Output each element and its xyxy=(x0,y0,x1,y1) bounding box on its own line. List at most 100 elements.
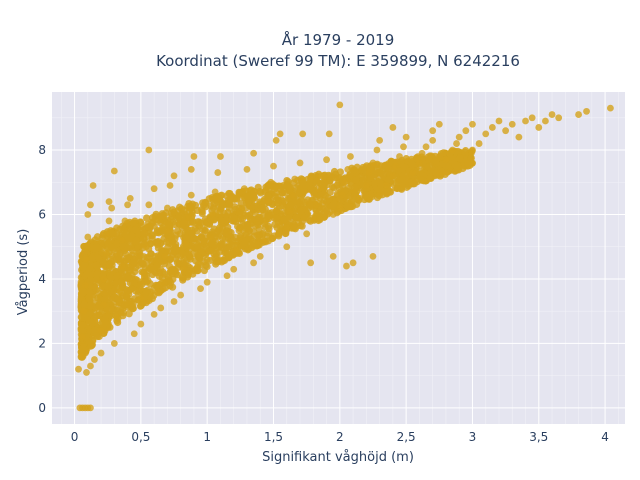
data-point xyxy=(150,311,158,318)
data-point xyxy=(75,365,82,373)
data-point xyxy=(87,201,94,209)
cloud-point xyxy=(94,294,102,302)
data-point xyxy=(349,259,357,267)
data-point xyxy=(124,201,132,209)
cloud-point xyxy=(316,216,324,224)
cloud-point xyxy=(467,154,475,162)
data-point xyxy=(137,294,145,302)
cloud-point xyxy=(129,219,137,227)
data-point xyxy=(79,333,86,341)
data-point xyxy=(240,185,248,193)
cloud-point xyxy=(275,232,283,240)
cloud-point xyxy=(137,222,146,231)
cloud-point xyxy=(134,254,143,262)
data-point xyxy=(392,162,399,170)
cloud-point xyxy=(196,261,205,269)
data-point xyxy=(238,204,246,212)
cloud-point xyxy=(118,272,127,280)
data-point xyxy=(250,259,258,267)
data-point xyxy=(206,233,214,241)
data-point xyxy=(97,349,105,357)
data-point xyxy=(97,327,105,334)
cloud-point xyxy=(207,247,215,255)
cloud-point xyxy=(194,267,202,275)
data-point xyxy=(389,172,397,180)
cloud-point xyxy=(202,261,210,269)
cloud-point xyxy=(191,257,200,265)
cloud-point xyxy=(180,255,188,263)
data-point xyxy=(185,214,193,222)
data-point xyxy=(102,230,110,238)
cloud-point xyxy=(375,165,384,173)
cloud-point xyxy=(235,188,243,196)
cloud-point xyxy=(119,312,127,320)
data-point xyxy=(84,211,92,218)
data-point xyxy=(83,256,90,264)
data-point xyxy=(264,198,272,205)
data-point xyxy=(402,133,410,141)
cloud-point xyxy=(408,160,416,169)
data-point xyxy=(259,236,267,244)
data-point xyxy=(232,246,240,254)
data-point xyxy=(291,175,299,183)
data-point xyxy=(344,165,352,173)
data-point xyxy=(145,146,153,154)
cloud-point xyxy=(273,199,282,208)
data-point xyxy=(166,182,174,189)
cloud-point xyxy=(155,216,163,224)
data-point xyxy=(455,133,463,141)
data-point xyxy=(309,214,317,222)
data-point xyxy=(376,136,384,144)
cloud-point xyxy=(88,254,96,262)
data-point xyxy=(462,127,470,135)
data-point xyxy=(84,233,92,241)
cloud-point xyxy=(295,189,303,197)
x-tick-label: 1,5 xyxy=(264,430,283,444)
data-point xyxy=(515,133,523,141)
cloud-point xyxy=(316,207,324,216)
cloud-point xyxy=(122,230,130,238)
data-point xyxy=(329,252,337,260)
cloud-point xyxy=(271,183,279,191)
cloud-point xyxy=(431,157,440,165)
cloud-point xyxy=(310,191,318,199)
cloud-point xyxy=(92,261,100,269)
data-point xyxy=(502,127,510,135)
data-point xyxy=(283,223,291,231)
cloud-point xyxy=(199,199,207,207)
cloud-point xyxy=(274,193,282,201)
data-point xyxy=(283,243,291,251)
cloud-point xyxy=(113,224,121,232)
data-point xyxy=(145,201,153,209)
cloud-point xyxy=(282,182,291,190)
data-point xyxy=(108,204,116,212)
cloud-point xyxy=(212,253,220,261)
cloud-point xyxy=(126,279,134,287)
data-point xyxy=(288,191,296,199)
cloud-point xyxy=(258,206,266,214)
cloud-point xyxy=(387,157,395,166)
cloud-point xyxy=(180,206,188,215)
cloud-point xyxy=(194,218,202,226)
y-tick-label: 0 xyxy=(38,401,46,415)
data-point xyxy=(83,369,90,376)
data-point xyxy=(105,217,113,225)
data-point xyxy=(137,320,145,328)
cloud-point xyxy=(148,232,157,240)
data-point xyxy=(339,191,346,199)
cloud-point xyxy=(147,263,155,271)
data-point xyxy=(158,278,166,286)
cloud-point xyxy=(346,171,354,179)
data-point xyxy=(341,178,349,186)
cloud-point xyxy=(106,323,114,331)
data-point xyxy=(418,149,426,157)
data-point xyxy=(442,156,450,164)
data-point xyxy=(80,307,88,315)
data-point xyxy=(190,153,198,160)
cloud-point xyxy=(170,208,178,216)
data-point xyxy=(469,120,476,128)
data-point xyxy=(495,117,503,125)
cloud-point xyxy=(351,183,359,192)
cloud-point xyxy=(413,178,421,186)
